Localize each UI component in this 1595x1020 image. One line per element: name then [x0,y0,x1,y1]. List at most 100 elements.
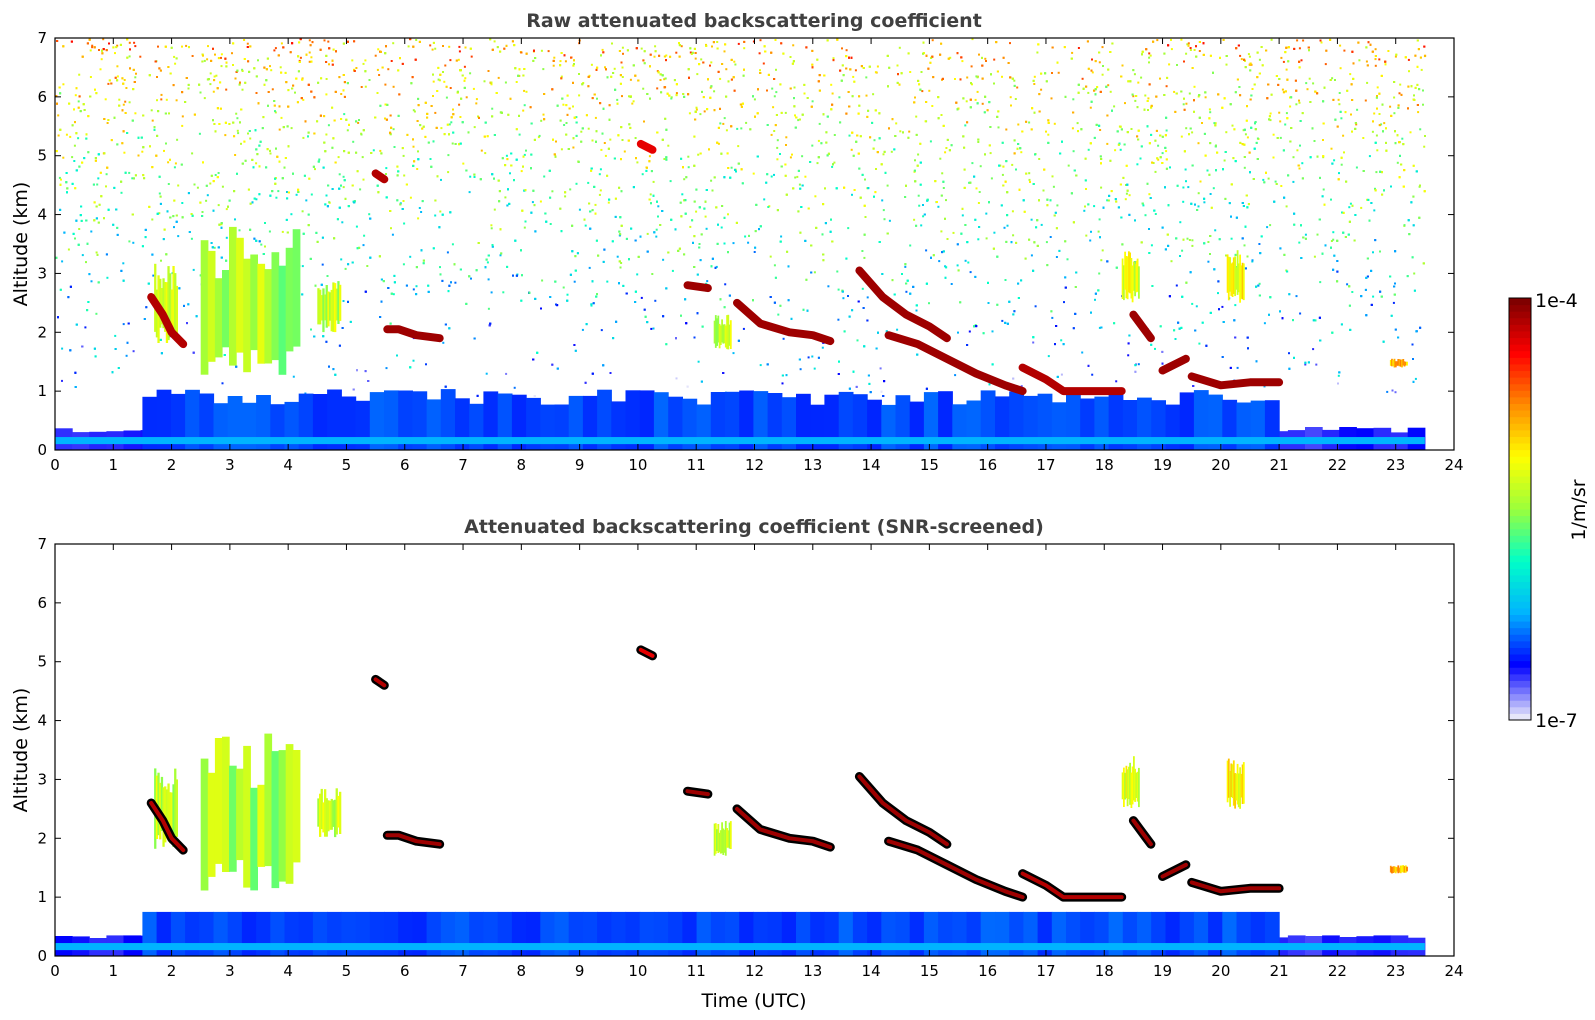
noise-pixel [1392,301,1395,304]
noise-pixel [156,76,158,78]
noise-pixel [1272,133,1275,136]
noise-pixel [61,379,63,382]
noise-pixel [1122,176,1125,179]
noise-pixel [566,94,569,97]
noise-pixel [520,170,523,173]
noise-pixel [1384,63,1387,66]
noise-pixel [139,55,142,58]
noise-pixel [932,254,935,257]
noise-pixel [670,96,673,99]
noise-pixel [1182,200,1185,203]
noise-pixel [618,50,621,52]
noise-pixel [811,63,814,66]
noise-pixel [1234,253,1237,256]
noise-pixel [784,163,787,166]
noise-pixel [999,164,1002,167]
noise-pixel [58,176,61,179]
noise-pixel [97,221,100,224]
noise-pixel [125,87,128,89]
noise-pixel [95,312,98,315]
noise-pixel [135,72,137,75]
noise-pixel [1154,139,1157,142]
noise-pixel [225,236,228,239]
noise-pixel [1263,181,1266,184]
noise-pixel [331,146,334,149]
noise-pixel [412,359,415,362]
noise-pixel [1125,184,1127,186]
noise-pixel [1089,106,1092,109]
noise-pixel [1343,49,1346,52]
noise-pixel [277,190,280,193]
noise-pixel [368,213,371,216]
noise-pixel [966,344,969,346]
noise-pixel [832,59,835,62]
noise-pixel [1248,55,1251,58]
noise-pixel [1093,136,1096,139]
noise-pixel [763,198,766,201]
noise-pixel [128,55,131,58]
noise-pixel [77,100,80,103]
noise-pixel [490,224,493,227]
noise-pixel [740,127,743,130]
noise-pixel [1420,68,1423,71]
noise-pixel [1344,111,1347,114]
noise-pixel [614,215,617,218]
noise-pixel [1371,130,1374,133]
noise-pixel [1375,134,1378,137]
noise-pixel [581,328,584,331]
noise-pixel [1089,239,1092,242]
noise-pixel [215,74,218,77]
noise-pixel [1157,158,1160,161]
noise-pixel [832,57,835,60]
noise-pixel [447,154,450,157]
noise-pixel [549,196,552,199]
noise-pixel [656,70,659,73]
noise-pixel [874,191,877,194]
noise-pixel [694,57,697,60]
noise-pixel [643,308,646,311]
noise-pixel [787,265,790,268]
noise-pixel [794,114,796,117]
noise-pixel [1232,157,1235,160]
noise-pixel [1332,98,1335,101]
noise-pixel [856,339,859,342]
noise-pixel [657,205,660,208]
noise-pixel [1416,83,1419,86]
noise-pixel [695,106,698,109]
noise-pixel [1176,184,1179,187]
noise-pixel [1373,112,1376,115]
noise-pixel [304,392,307,395]
noise-pixel [1030,254,1033,257]
noise-pixel [1254,121,1257,123]
noise-pixel [325,340,328,343]
noise-pixel [1238,86,1241,88]
noise-pixel [267,91,270,93]
noise-pixel [220,65,223,68]
noise-pixel [1193,110,1195,113]
noise-pixel [212,119,214,122]
noise-pixel [603,142,606,144]
noise-pixel [1003,226,1006,229]
noise-pixel [645,169,648,172]
noise-pixel [872,93,875,96]
noise-pixel [181,115,184,118]
noise-pixel [1064,240,1067,243]
noise-pixel [1188,133,1190,136]
noise-pixel [1374,239,1377,242]
noise-pixel [1132,95,1135,98]
noise-pixel [504,81,507,84]
noise-pixel [397,69,400,72]
noise-pixel [207,45,209,48]
noise-pixel [997,110,1000,113]
noise-pixel [409,255,412,258]
noise-pixel [1331,77,1334,80]
noise-pixel [1201,321,1204,324]
noise-pixel [699,113,702,116]
noise-pixel [1050,97,1053,100]
noise-pixel [1340,323,1343,326]
noise-pixel [867,374,870,377]
noise-pixel [1340,117,1343,120]
noise-pixel [1142,204,1145,207]
noise-pixel [321,236,324,239]
noise-pixel [1217,292,1219,295]
